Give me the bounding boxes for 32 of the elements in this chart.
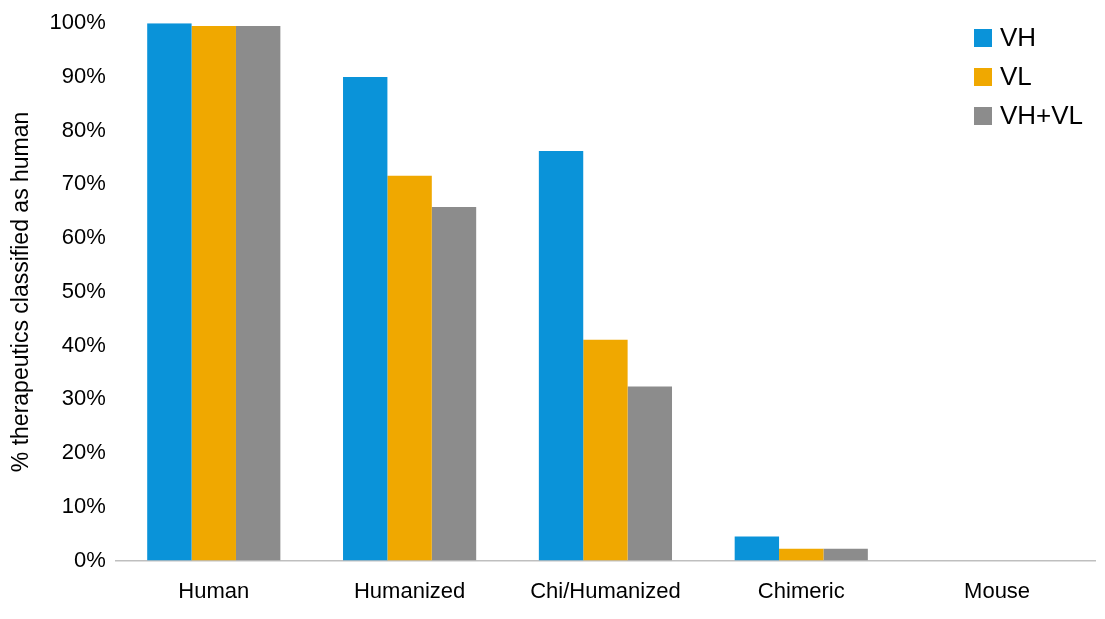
bar: [431, 206, 477, 561]
bar: [734, 536, 780, 561]
y-tick-label: 70%: [61, 170, 106, 196]
bar: [343, 76, 388, 561]
x-tick-label: Chimeric: [757, 577, 845, 603]
bar: [147, 23, 192, 561]
bar: [235, 25, 281, 561]
bar: [583, 339, 628, 561]
legend-label: VH: [999, 22, 1037, 53]
y-tick-label: 0%: [74, 546, 106, 572]
y-axis-title: % therapeutics classified as human: [7, 111, 34, 473]
bar: [627, 386, 673, 561]
y-tick-label: 40%: [61, 331, 106, 357]
y-tick-label: 30%: [61, 385, 106, 411]
legend-label: VL: [999, 61, 1032, 92]
y-tick-label: 60%: [61, 224, 106, 250]
y-tick-label: 90%: [61, 63, 106, 88]
bar: [823, 548, 868, 561]
y-tick-label: 10%: [61, 492, 106, 518]
y-tick-label: 80%: [61, 116, 106, 142]
legend-label: VH+VL: [999, 100, 1083, 131]
bar: [387, 175, 432, 561]
x-tick-label: Human: [178, 577, 250, 603]
y-tick-label: 100%: [49, 9, 106, 35]
y-tick-label: 50%: [61, 277, 106, 303]
y-tick-label: 20%: [61, 439, 106, 465]
bar: [191, 25, 236, 561]
bar: [779, 548, 824, 561]
x-tick-label: Chi/Humanized: [530, 577, 681, 603]
x-tick-label: Humanized: [353, 577, 466, 603]
x-tick-label: Mouse: [964, 577, 1031, 603]
bar: [538, 151, 584, 561]
